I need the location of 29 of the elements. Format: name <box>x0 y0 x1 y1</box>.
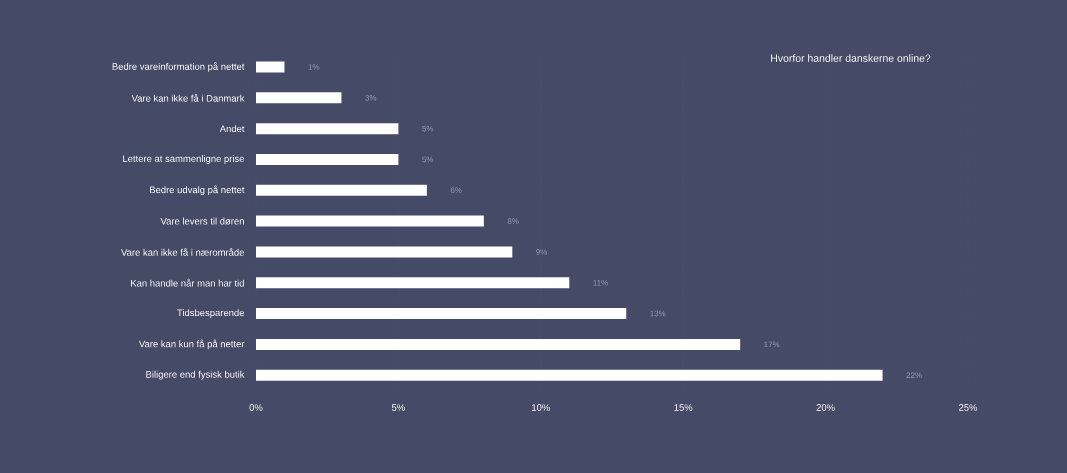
y-tick-label: Vare kan ikke få i Danmark <box>131 93 245 102</box>
y-tick-label: Biligere end fysisk butik <box>146 370 245 380</box>
bar <box>256 246 513 258</box>
bar <box>256 277 570 289</box>
x-tick-label: 5% <box>391 404 405 411</box>
bar <box>256 215 484 227</box>
x-tick-label: 0% <box>249 404 263 411</box>
x-tick-label: 25% <box>959 404 978 411</box>
y-tick-label: Bedre udvalg på nettet <box>150 185 245 196</box>
y-tick-label: Bedre vareinformation på nettet <box>112 62 245 72</box>
y-tick-label: Vare kan ikke få i nærområde <box>121 248 245 256</box>
x-tick-label: 15% <box>674 404 693 411</box>
bar <box>256 61 285 73</box>
bar <box>256 184 427 196</box>
x-tick-label: 20% <box>816 404 835 411</box>
bar <box>256 338 741 350</box>
y-tick-label: Tidsbesparende <box>177 309 245 318</box>
y-tick-label: Lettere at sammenligne prise <box>123 155 245 164</box>
y-tick-label: Andet <box>219 125 245 133</box>
y-tick-label: Vare levers til døren <box>160 217 244 225</box>
bar <box>256 92 342 104</box>
chart-title: Hvorfor handler danskerne online? <box>771 54 931 62</box>
bar <box>256 369 883 381</box>
x-tick-label: 10% <box>532 404 550 411</box>
bar <box>256 123 399 135</box>
bar <box>256 153 399 165</box>
y-tick-label: Vare kan kun få på netter <box>138 339 245 350</box>
bar <box>256 308 627 320</box>
y-tick-label: Kan handle når man har tid <box>131 278 244 287</box>
